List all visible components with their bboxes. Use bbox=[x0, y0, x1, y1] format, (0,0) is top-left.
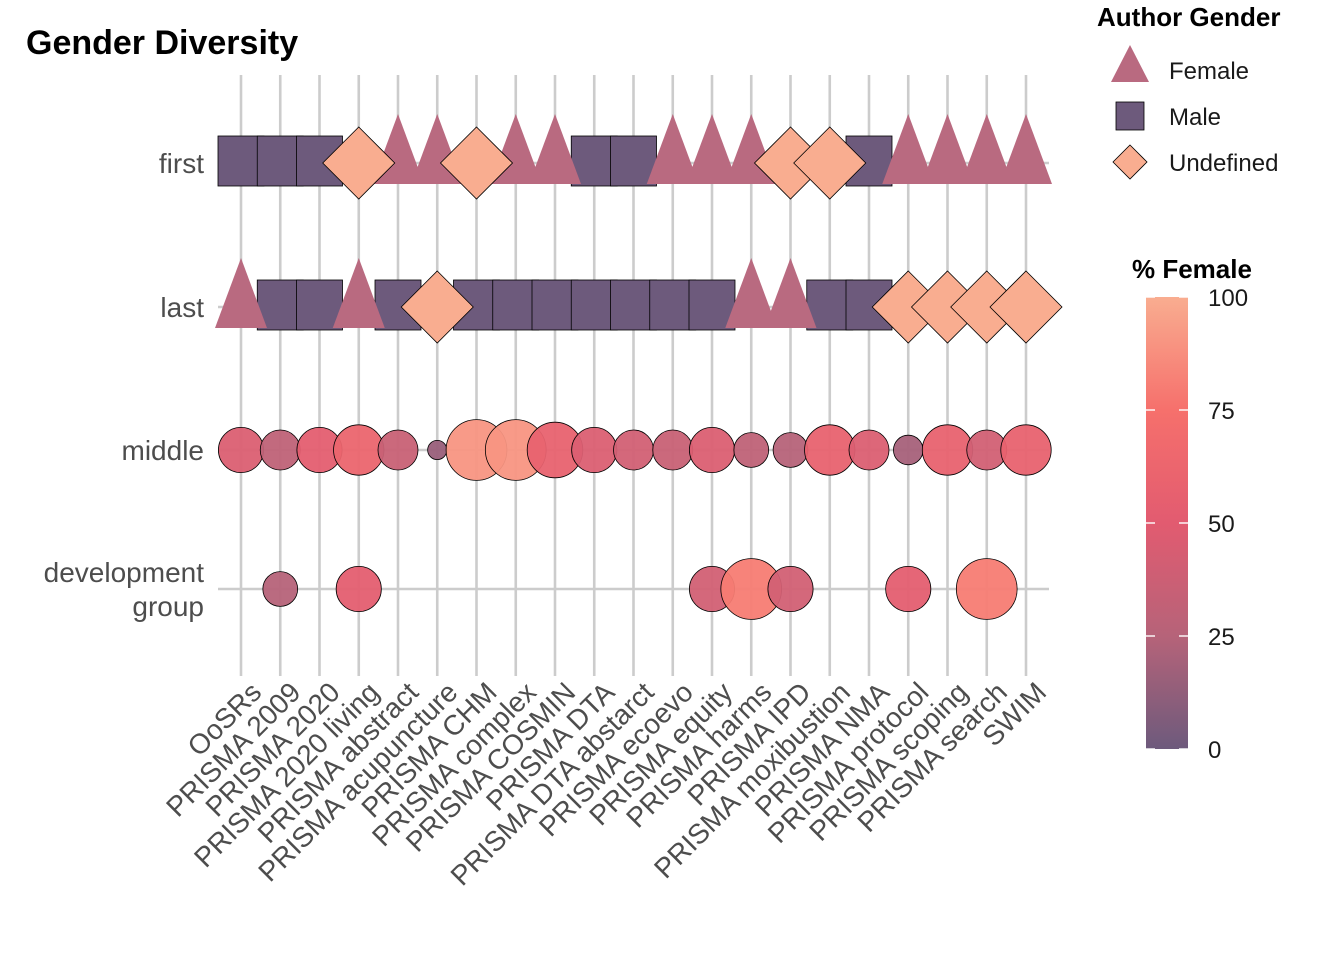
author-gender-legend: Author Gender Female Male Undefined bbox=[1097, 2, 1280, 180]
first-mark-prisma-equity bbox=[686, 114, 738, 184]
colorbar-label-75: 75 bbox=[1208, 398, 1235, 425]
y-label-2: middle bbox=[122, 435, 204, 466]
middle-mark-prisma-moxibustion bbox=[804, 424, 856, 476]
middle-mark-prisma-2020-living bbox=[333, 424, 385, 476]
colorbar-label-25: 25 bbox=[1208, 624, 1235, 651]
legend-label-undefined: Undefined bbox=[1169, 150, 1278, 177]
last-mark-prisma-2020-living bbox=[332, 258, 385, 328]
last-mark-prisma-moxibustion bbox=[806, 279, 854, 331]
development-group-mark-prisma-ipd bbox=[767, 566, 814, 613]
first-mark-prisma-chm bbox=[439, 126, 514, 200]
colorbar-label-0: 0 bbox=[1208, 737, 1221, 764]
first-row-marks bbox=[217, 114, 1052, 200]
first-mark-prisma-dta bbox=[570, 135, 618, 187]
first-mark-prisma-ecoevo bbox=[646, 114, 699, 184]
middle-mark-prisma-ecoevo bbox=[652, 429, 694, 471]
middle-mark-swim bbox=[1000, 424, 1052, 476]
last-mark-prisma-cosmin bbox=[531, 279, 579, 331]
pct-female-colorbar: % Female 0 25 50 75 100 bbox=[1132, 254, 1252, 764]
legend-undefined-key bbox=[1112, 144, 1148, 180]
chart-title: Gender Diversity bbox=[26, 24, 298, 62]
last-row-marks bbox=[215, 258, 1063, 344]
last-mark-prisma-harms bbox=[725, 258, 778, 328]
plot-marks bbox=[215, 114, 1063, 620]
last-mark-prisma-complex bbox=[492, 279, 540, 331]
middle-mark-prisma-dta bbox=[571, 426, 618, 473]
y-label-3-line-1: group bbox=[132, 591, 204, 622]
development-group-mark-prisma-2020-living bbox=[335, 566, 382, 613]
development-group-mark-prisma-2009 bbox=[262, 571, 299, 607]
last-mark-prisma-ipd bbox=[764, 258, 817, 328]
first-mark-prisma-2009 bbox=[256, 135, 304, 187]
colorbar-label-100: 100 bbox=[1208, 285, 1248, 312]
legend-label-male: Male bbox=[1169, 104, 1221, 131]
y-label-1: last bbox=[160, 292, 204, 323]
middle-mark-prisma-equity bbox=[689, 426, 736, 473]
development-group-mark-prisma-protocol bbox=[885, 566, 932, 613]
last-mark-swim bbox=[989, 270, 1063, 344]
author-gender-legend-title: Author Gender bbox=[1097, 2, 1280, 32]
development-group-row-marks bbox=[262, 558, 1018, 620]
legend-label-female: Female bbox=[1169, 58, 1249, 85]
first-mark-prisma-moxibustion bbox=[793, 126, 867, 200]
middle-mark-prisma-nma bbox=[848, 429, 890, 471]
middle-mark-oosrs bbox=[217, 426, 264, 473]
last-mark-prisma-ecoevo bbox=[649, 279, 697, 331]
middle-mark-prisma-harms bbox=[733, 432, 770, 468]
middle-mark-prisma-ipd bbox=[772, 432, 809, 468]
middle-mark-prisma-scoping bbox=[921, 424, 974, 476]
first-mark-prisma-scoping bbox=[921, 114, 974, 184]
last-mark-prisma-dta bbox=[570, 279, 618, 331]
middle-mark-prisma-protocol bbox=[893, 434, 924, 466]
first-mark-oosrs bbox=[217, 135, 265, 187]
legend-female-key bbox=[1111, 45, 1149, 82]
colorbar-label-50: 50 bbox=[1208, 511, 1235, 538]
first-mark-prisma-2020-living bbox=[322, 126, 396, 200]
last-mark-oosrs bbox=[215, 258, 267, 328]
middle-mark-prisma-dta-abstarct bbox=[613, 429, 654, 471]
legend-male-key bbox=[1115, 101, 1145, 131]
last-mark-prisma-equity bbox=[688, 279, 736, 331]
first-mark-prisma-cosmin bbox=[529, 114, 581, 184]
first-mark-swim bbox=[1000, 114, 1052, 184]
y-label-3-line-0: development bbox=[44, 557, 205, 588]
middle-mark-prisma-2009 bbox=[259, 429, 301, 471]
pct-female-legend-title: % Female bbox=[1132, 254, 1252, 284]
middle-mark-prisma-acupuncture bbox=[427, 439, 448, 460]
y-label-0: first bbox=[159, 148, 204, 179]
middle-row-marks bbox=[217, 419, 1052, 481]
development-group-mark-prisma-search bbox=[955, 558, 1018, 620]
first-mark-prisma-search bbox=[960, 114, 1013, 184]
middle-mark-prisma-abstract bbox=[377, 429, 419, 471]
first-mark-prisma-protocol bbox=[882, 114, 935, 184]
last-mark-prisma-acupuncture bbox=[400, 270, 474, 344]
